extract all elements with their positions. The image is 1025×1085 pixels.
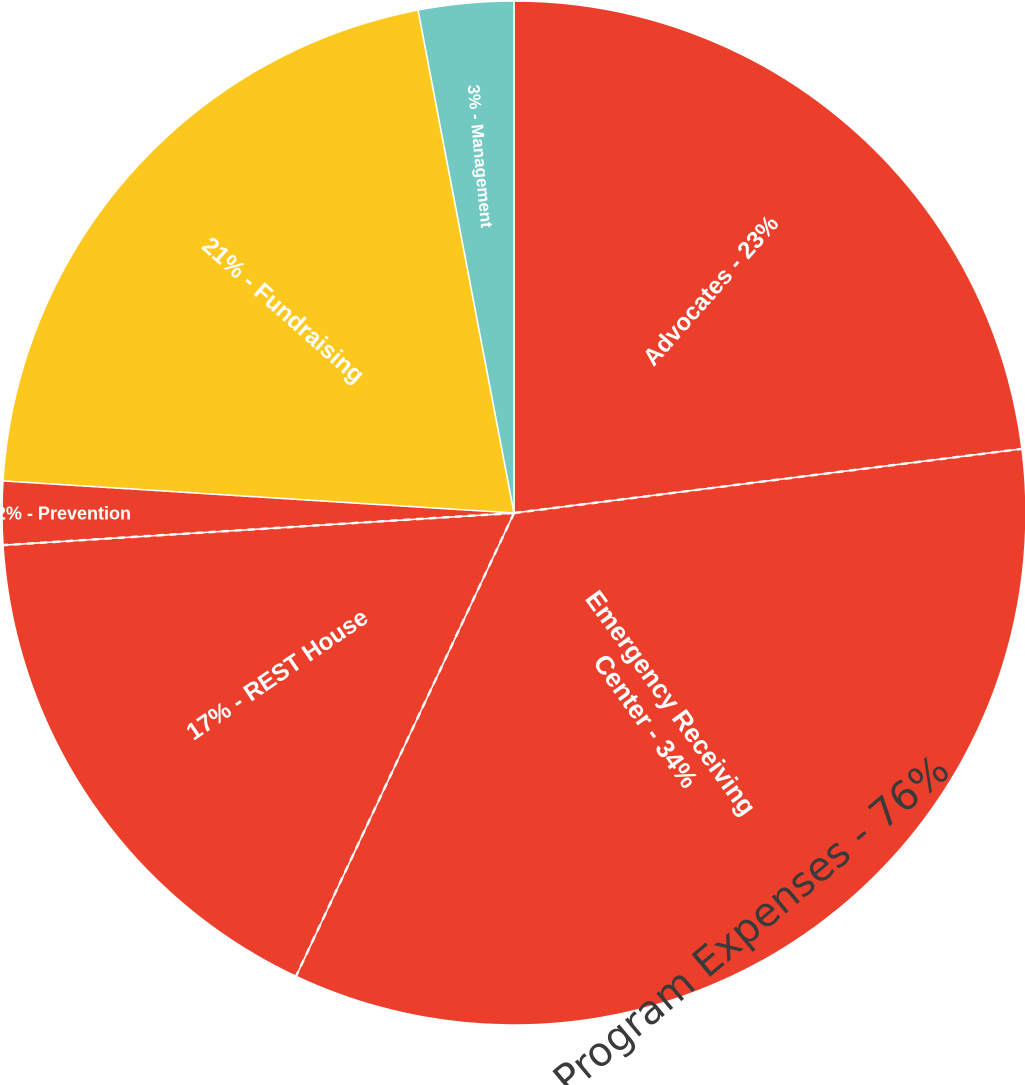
- pie-slice: [417, 0, 515, 514]
- pie-slice: [513, 0, 1023, 514]
- pie-slice: [2, 9, 515, 514]
- pie-slice: [295, 447, 1025, 1026]
- pie-slice: [2, 512, 516, 978]
- slice-label: 2% - Prevention: [0, 503, 131, 523]
- pie-slices: [1, 0, 1025, 1026]
